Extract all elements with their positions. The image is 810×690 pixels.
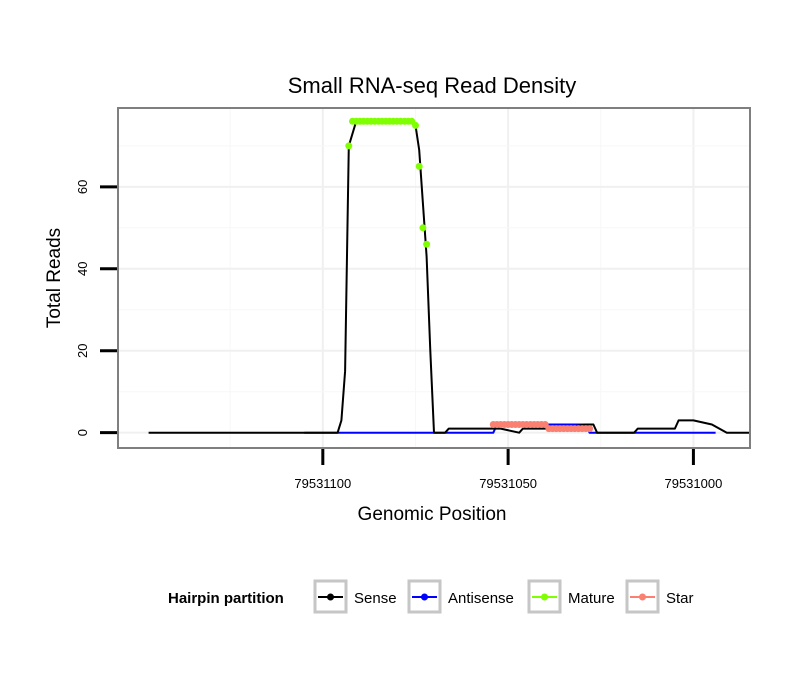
legend-key-point-mature [541, 593, 548, 601]
data-point-mature [412, 121, 419, 129]
y-tick-label: 60 [75, 180, 90, 194]
legend-label-mature: Mature [568, 590, 615, 607]
y-tick-label: 40 [75, 262, 90, 276]
data-series [148, 117, 749, 434]
data-point-mature [423, 240, 431, 248]
legend-item-star: Star [625, 579, 694, 614]
series-line-sense [148, 120, 749, 434]
y-tick-label: 20 [75, 343, 90, 357]
x-tick-label: 79531100 [294, 476, 351, 491]
legend-title: Hairpin partition [168, 590, 284, 607]
legend-item-sense: Sense [313, 579, 397, 614]
legend-key-point-star [639, 593, 646, 601]
data-point-mature [415, 162, 423, 170]
y-axis-title: Total Reads [44, 228, 65, 328]
x-axis-title: Genomic Position [358, 504, 507, 525]
legend-key-point-sense [327, 593, 334, 601]
legend-label-star: Star [666, 590, 694, 607]
axis-ticks: 79531100 79531050 79531000 0 20 40 60 [75, 180, 722, 491]
legend-label-sense: Sense [354, 590, 397, 607]
data-point-mature [419, 224, 427, 232]
legend-item-mature: Mature [527, 579, 615, 614]
y-tick-label: 0 [75, 429, 90, 436]
data-point-star [586, 425, 594, 433]
data-point-mature [345, 142, 353, 150]
x-tick-label: 79531000 [664, 476, 722, 491]
chart-title: Small RNA-seq Read Density [288, 73, 577, 98]
plot-panel-border [117, 107, 751, 449]
legend: Hairpin partition Sense Antisense Mature St… [168, 579, 694, 614]
grid-lines [119, 109, 749, 447]
legend-item-antisense: Antisense [407, 579, 514, 614]
legend-label-antisense: Antisense [448, 590, 514, 607]
legend-key-point-antisense [421, 593, 428, 601]
x-tick-label: 79531050 [479, 476, 537, 491]
